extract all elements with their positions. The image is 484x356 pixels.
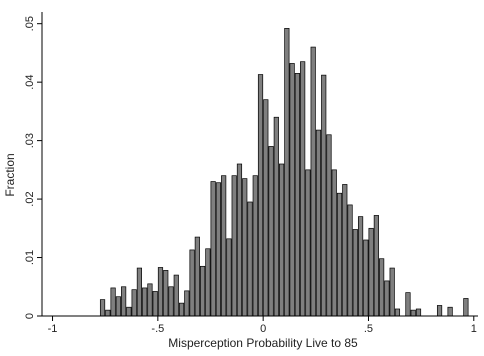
histogram-bar (289, 63, 295, 317)
histogram-bar (178, 302, 185, 317)
histogram-bar (447, 306, 453, 317)
histogram-bar (99, 299, 106, 317)
x-tick-label: -.5 (151, 323, 164, 335)
histogram-bar (163, 270, 169, 317)
histogram-bar (436, 305, 443, 317)
histogram-bar (389, 267, 395, 317)
histogram-bar (184, 290, 190, 317)
y-tick-label: .04 (24, 75, 36, 90)
histogram-bar (157, 267, 164, 317)
histogram-bar (194, 236, 200, 317)
histogram-bar (347, 204, 353, 317)
y-tick-label: .05 (24, 16, 36, 31)
x-tick-label: 1 (471, 323, 477, 335)
x-tick-label: 0 (260, 323, 266, 335)
histogram-bar (363, 239, 369, 317)
histogram-bar (336, 192, 343, 317)
y-tick-label: 0 (24, 313, 36, 319)
histogram-bar (315, 129, 322, 317)
histogram-bar (236, 163, 243, 317)
histogram-bar (105, 309, 111, 317)
histogram-bar (284, 28, 290, 317)
histogram-bar (305, 169, 311, 317)
histogram-bar (215, 182, 221, 317)
histogram-bar (226, 238, 232, 317)
histogram-bar (126, 306, 132, 317)
histogram-bar (384, 280, 390, 317)
histogram-bar (168, 286, 174, 317)
histogram-bar (252, 175, 258, 317)
axes-layer: 0 .01 .02 .03 .04 .05 -1 -.5 0 .5 1 (24, 12, 478, 335)
histogram-bar (368, 227, 374, 317)
histogram-bar (242, 178, 248, 317)
histogram-bar (210, 181, 216, 317)
histogram-bar (357, 216, 364, 317)
y-tick-label: .02 (24, 191, 36, 206)
histogram-bar (115, 296, 121, 317)
histogram-bar (152, 291, 158, 317)
histogram-bar (379, 258, 385, 317)
histogram-bar (147, 283, 153, 317)
histogram-bar (373, 215, 379, 317)
bars-layer (99, 28, 469, 317)
y-axis-title: Fraction (3, 153, 17, 196)
histogram-bar (310, 46, 316, 317)
histogram-bar (321, 74, 327, 317)
histogram-bar (331, 169, 337, 317)
histogram-bar (268, 146, 274, 317)
histogram-bar (263, 99, 269, 317)
histogram-bar (110, 287, 116, 317)
histogram-bar (131, 289, 137, 317)
histogram-bar (121, 286, 127, 317)
histogram-bar (394, 308, 401, 317)
x-axis-title: Misperception Probability Live to 85 (168, 336, 358, 350)
histogram-bar (205, 248, 211, 317)
y-tick-label: .01 (24, 250, 36, 265)
histogram-bar (410, 309, 416, 317)
histogram-bar (189, 249, 195, 317)
histogram-bar (247, 201, 253, 317)
histogram-bar (221, 175, 227, 317)
histogram-bar (279, 163, 285, 317)
histogram-bar (463, 298, 469, 317)
histogram-bar (273, 116, 279, 317)
histogram-bar (173, 274, 179, 317)
histogram-bar (136, 267, 142, 317)
histogram-bar (200, 265, 206, 317)
histogram-bar (257, 74, 264, 317)
histogram-bar (294, 73, 300, 317)
x-tick-label: -1 (48, 323, 58, 335)
histogram-bar (352, 229, 358, 317)
histogram-bar (326, 134, 332, 317)
histogram-bar (142, 287, 148, 317)
x-tick-label: .5 (364, 323, 373, 335)
histogram-bar (405, 292, 411, 317)
histogram-bar (231, 175, 237, 317)
y-tick-label: .03 (24, 133, 36, 148)
histogram-bar (300, 61, 306, 317)
histogram-bar (342, 184, 348, 317)
histogram-bar (415, 308, 422, 317)
